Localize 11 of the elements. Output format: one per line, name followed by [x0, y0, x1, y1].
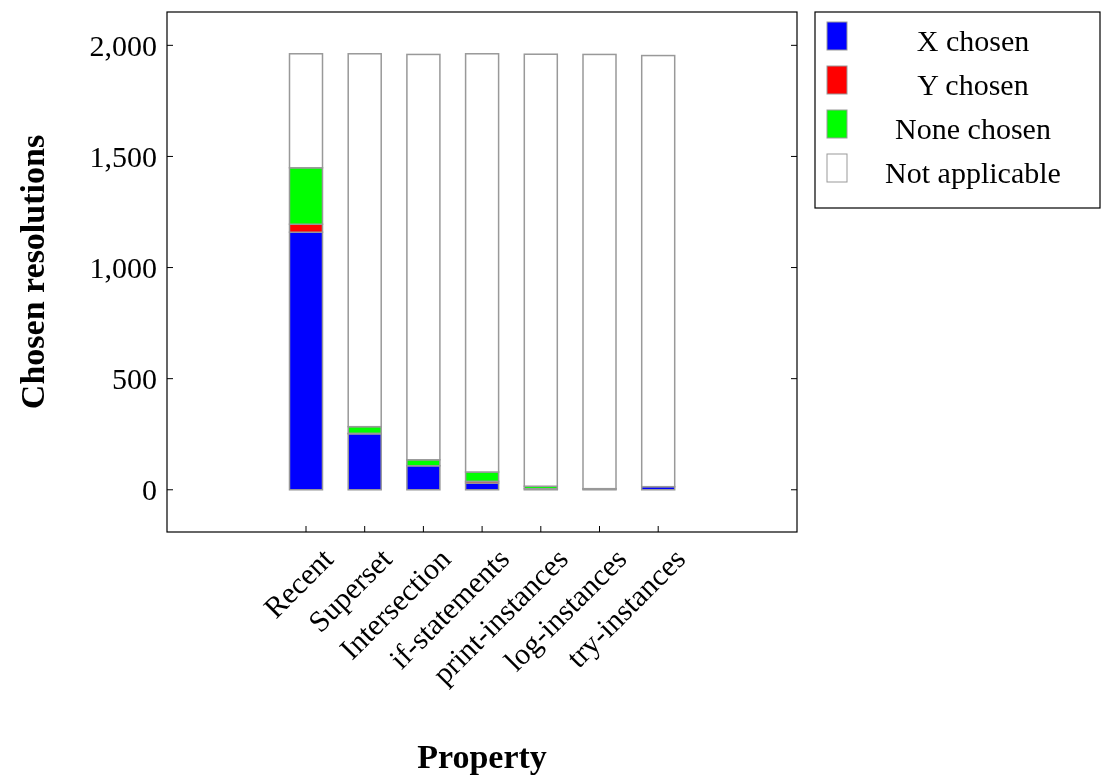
y-tick-label: 500	[112, 362, 157, 396]
legend-label: X chosen	[916, 23, 1030, 57]
legend-label: Y chosen	[917, 67, 1029, 101]
y-tick-label: 1,000	[89, 251, 157, 285]
y-axis-title: Chosen resolutions	[14, 134, 51, 410]
y-tick-label: 2,000	[89, 28, 157, 62]
legend-label: None chosen	[895, 111, 1051, 145]
y-tick-label: 1,500	[89, 139, 157, 173]
y-tick-label: 0	[142, 473, 157, 507]
legend-label: Not applicable	[885, 155, 1061, 189]
x-axis-title: Property	[417, 738, 547, 775]
